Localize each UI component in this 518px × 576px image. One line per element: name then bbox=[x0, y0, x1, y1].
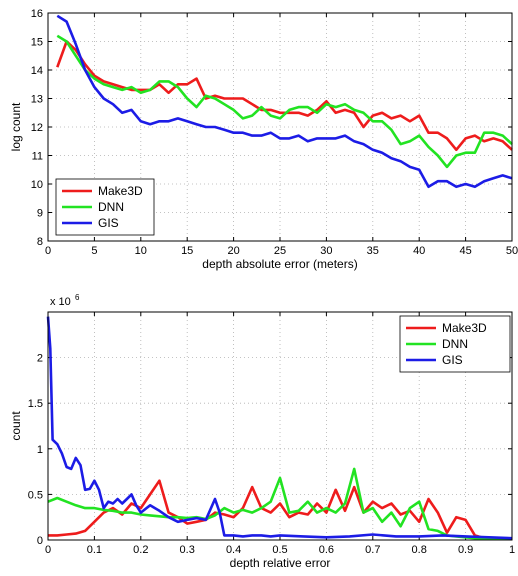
legend: Make3D DNN GIS bbox=[399, 315, 511, 373]
plot-frame bbox=[47, 12, 513, 242]
x-tick-label: 0.4 bbox=[226, 544, 241, 556]
x-tick-label: 35 bbox=[367, 245, 379, 257]
legend-label: DNN bbox=[442, 337, 468, 351]
y-tick-label: 9 bbox=[37, 208, 43, 220]
x-tick-label: 0.5 bbox=[272, 544, 287, 556]
x-tick-label: 0.6 bbox=[319, 544, 334, 556]
y-tick-label: 0 bbox=[37, 535, 43, 547]
plot-frame bbox=[47, 311, 513, 541]
x-tick-label: 0.7 bbox=[365, 544, 380, 556]
x-tick-label: 0 bbox=[45, 245, 51, 257]
legend-label: GIS bbox=[442, 353, 463, 367]
y-tick-label: 15 bbox=[31, 37, 43, 49]
x-tick-label: 0.8 bbox=[412, 544, 427, 556]
legend-label: Make3D bbox=[98, 184, 143, 198]
y-tick-label: 13 bbox=[31, 94, 43, 106]
legend-label: DNN bbox=[98, 200, 124, 214]
series-line-gis bbox=[46, 316, 513, 540]
y-tick-label: 2 bbox=[37, 353, 43, 365]
series-line-dnn bbox=[56, 34, 513, 169]
chart-2: 0 0.1 0.2 0.3 0.4 0.5 0.6 0.7 0.8 0.9 1 0 0.5 1 1.5 2 de… bbox=[9, 293, 515, 570]
y-tick-label: 12 bbox=[31, 122, 43, 134]
x-tick-label: 30 bbox=[320, 245, 332, 257]
legend: Make3D DNN GIS bbox=[55, 178, 155, 236]
y-tick-label: 0.5 bbox=[28, 489, 43, 501]
y-tick-label: 10 bbox=[31, 179, 43, 191]
y-tick-label: 11 bbox=[32, 151, 43, 163]
x-tick-label: 5 bbox=[91, 245, 97, 257]
x-tick-label: 0.2 bbox=[133, 544, 148, 556]
x-axis-label: depth absolute error (meters) bbox=[202, 257, 357, 271]
x-tick-label: 45 bbox=[459, 245, 471, 257]
legend-label: Make3D bbox=[442, 321, 487, 335]
y-tick-label: 8 bbox=[37, 236, 43, 248]
x-tick-label: 50 bbox=[506, 245, 518, 257]
x-tick-label: 10 bbox=[135, 245, 147, 257]
x-tick-label: 0.9 bbox=[458, 544, 473, 556]
scale-label: x 10 bbox=[50, 296, 71, 308]
x-tick-label: 20 bbox=[227, 245, 239, 257]
legend-label: GIS bbox=[98, 216, 119, 230]
series-line-dnn bbox=[47, 467, 512, 541]
y-axis-label: count bbox=[9, 411, 23, 441]
x-tick-label: 25 bbox=[274, 245, 286, 257]
y-axis-label: log count bbox=[9, 102, 23, 151]
x-tick-label: 0.3 bbox=[180, 544, 195, 556]
x-tick-label: 15 bbox=[181, 245, 193, 257]
x-axis-label: depth relative error bbox=[230, 556, 331, 570]
series-line-gis bbox=[56, 14, 513, 189]
y-tick-label: 1.5 bbox=[28, 398, 43, 410]
y-tick-label: 1 bbox=[37, 444, 43, 456]
y-tick-label: 16 bbox=[31, 8, 43, 20]
y-tick-label: 14 bbox=[31, 65, 43, 77]
x-tick-label: 1 bbox=[509, 544, 515, 556]
chart-1: 0 5 10 15 20 25 30 35 40 45 50 8 9 10 11 12 13 14 15 16 dept… bbox=[9, 8, 518, 271]
x-tick-label: 40 bbox=[413, 245, 425, 257]
series-line-make3d bbox=[48, 479, 512, 541]
scale-exponent: 6 bbox=[75, 293, 80, 302]
x-tick-label: 0.1 bbox=[87, 544, 102, 556]
x-tick-label: 0 bbox=[45, 544, 51, 556]
